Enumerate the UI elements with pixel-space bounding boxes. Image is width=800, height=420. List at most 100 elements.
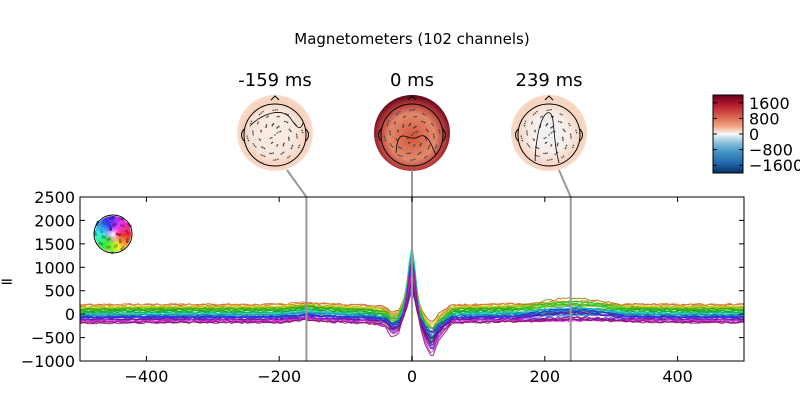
sensor-dot <box>269 137 271 140</box>
sensor-dot <box>276 127 278 129</box>
x-tick-label: 200 <box>530 367 561 386</box>
sensor-dot <box>277 126 279 128</box>
sensor-dot <box>531 123 533 125</box>
sensor-dot <box>422 121 424 123</box>
sensor-dot <box>413 109 415 111</box>
sensor-dot <box>415 131 417 133</box>
sensor-dot <box>431 123 433 125</box>
sensor-dot <box>408 152 410 155</box>
y-axis-label-fragment: = <box>0 272 13 291</box>
right-ear <box>442 128 446 142</box>
sensor-dot <box>524 122 526 125</box>
topomap <box>511 95 587 171</box>
sensor-dot <box>275 159 277 161</box>
sensor-dot <box>260 154 262 156</box>
sensor-dot <box>538 155 540 157</box>
sensor-dot <box>544 142 547 144</box>
sensor-dot <box>521 139 524 142</box>
sensor-dot <box>420 142 422 144</box>
sensor-dot <box>425 139 427 141</box>
sensor-dot <box>419 145 421 147</box>
sensor-dot <box>526 143 528 145</box>
sensor-dot <box>413 132 415 134</box>
sensor-dot <box>565 146 567 148</box>
y-tick-label: −500 <box>31 329 75 348</box>
sensor-dot <box>531 121 533 123</box>
sensor-dot <box>564 130 566 133</box>
sensor-dot <box>276 109 278 111</box>
nose-outline <box>544 95 554 101</box>
sensor-dot <box>252 134 254 136</box>
sensor-dot <box>545 152 547 155</box>
sensor-dot <box>406 137 408 140</box>
sensor-dot <box>279 130 282 133</box>
sensor-dot <box>556 145 558 147</box>
legend-sensor-dot <box>109 217 113 220</box>
sensor-dot <box>289 129 291 131</box>
sensor-dot <box>252 130 254 132</box>
sensor-dot <box>438 129 440 132</box>
sensor-dot <box>271 141 274 144</box>
sensor-dot <box>550 145 552 147</box>
topomap-label-3: 239 ms <box>516 70 583 91</box>
sensor-dot <box>272 152 274 154</box>
sensor-dot <box>415 115 417 118</box>
sensor-dot <box>276 132 278 134</box>
sensor-dot <box>562 138 564 140</box>
sensor-dot <box>283 142 285 144</box>
sensor-dot <box>278 115 280 118</box>
sensor-dot <box>529 146 531 148</box>
legend-sensor-dot <box>94 233 98 237</box>
sensor-dot <box>290 148 292 150</box>
sensor-dot <box>387 120 390 123</box>
sensor-dot <box>558 120 560 123</box>
sensor-legend-head <box>93 214 133 255</box>
sensor-dot <box>428 146 430 148</box>
sensor-dot <box>551 158 553 160</box>
sensor-dot <box>387 122 389 125</box>
sensor-dot <box>572 144 575 147</box>
sensor-dot <box>418 152 421 154</box>
sensor-dot <box>261 146 263 148</box>
right-ear <box>579 128 583 142</box>
sensor-dot <box>260 131 262 133</box>
sensor-dot <box>533 139 535 141</box>
sensor-dot <box>435 146 437 149</box>
sensor-dot <box>263 147 266 150</box>
sensor-dot <box>560 121 563 124</box>
sensor-dot <box>561 114 563 116</box>
sensor-dot <box>257 121 259 123</box>
left-ear <box>378 128 382 142</box>
sensor-dot <box>403 116 405 118</box>
sensor-dot <box>540 116 542 118</box>
sensor-dot <box>559 113 561 115</box>
y-axis: −1000 −500 0 500 1000 1500 2000 2500 <box>21 188 744 371</box>
sensor-dot <box>288 128 290 130</box>
legend-sensor-dot <box>125 240 129 243</box>
sensor-dot <box>520 135 522 137</box>
sensor-dot <box>413 144 416 146</box>
sensor-dot <box>524 120 527 123</box>
sensor-dot <box>414 158 416 160</box>
sensor-dot <box>425 155 428 157</box>
sensor-dot <box>257 123 259 125</box>
sensor-dot <box>280 153 282 155</box>
sensor-dot <box>550 144 553 146</box>
figure-title: Magnetometers (102 channels) <box>294 30 529 48</box>
sensor-dot <box>399 155 401 157</box>
sensor-dot <box>266 116 268 118</box>
sensor-dot <box>301 132 304 134</box>
legend-sensor-dot <box>126 231 130 235</box>
sensor-dot <box>549 159 551 161</box>
sensor-dot <box>247 139 250 142</box>
y-tick-label: 500 <box>44 282 75 301</box>
sensor-dot <box>389 130 391 132</box>
sensor-dot <box>397 129 399 132</box>
colorbar-tick-label: −800 <box>749 141 793 160</box>
sensor-dot <box>413 116 416 118</box>
sensor-dot <box>282 143 285 146</box>
sensor-dot <box>420 151 422 153</box>
colorbar-tick-label: 800 <box>749 109 780 128</box>
sensor-dot <box>301 129 303 132</box>
